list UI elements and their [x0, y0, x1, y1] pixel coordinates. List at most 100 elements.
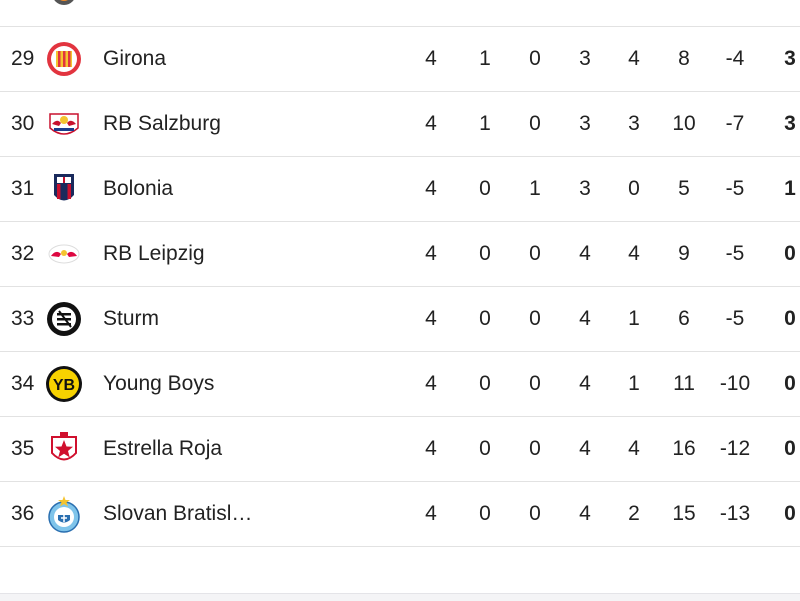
- points: 3: [784, 112, 796, 135]
- table-row[interactable]: 34 YB Young Boys 4 0 0 4 1 11 -10 0: [0, 352, 800, 417]
- drawn: 0: [529, 502, 541, 525]
- goals-for: 3: [628, 112, 640, 135]
- goal-difference: -5: [725, 242, 745, 265]
- young-boys-icon: YB: [44, 352, 84, 416]
- points: 0: [784, 307, 796, 330]
- won: 1: [479, 112, 491, 135]
- goals-against: 8: [678, 47, 690, 70]
- goals-against: 11: [673, 372, 695, 395]
- points: 1: [784, 177, 796, 200]
- drawn: 1: [529, 177, 541, 200]
- team-name[interactable]: Bolonia: [103, 177, 174, 200]
- table-row[interactable]: 31 Bolonia 4 0 1 3 0 5 -5 1: [0, 157, 800, 222]
- played: 4: [425, 112, 437, 135]
- team-name[interactable]: RB Salzburg: [103, 112, 221, 135]
- team-name[interactable]: Slovan Bratisl…: [103, 502, 253, 525]
- goals-for: 4: [628, 47, 640, 70]
- goals-for: 0: [628, 177, 640, 200]
- goal-difference: -13: [719, 502, 751, 525]
- goals-against: 16: [672, 437, 696, 460]
- team-name[interactable]: Shakhtar: [103, 0, 403, 26]
- goal-difference: -7: [725, 112, 745, 135]
- drawn: 0: [529, 372, 541, 395]
- estrella-roja-icon: [44, 417, 84, 481]
- team-name[interactable]: RB Leipzig: [103, 242, 205, 265]
- played: 4: [425, 242, 437, 265]
- lost: 4: [579, 307, 591, 330]
- goal-difference: -5: [725, 307, 745, 330]
- goals-against: 15: [672, 502, 696, 525]
- table-row[interactable]: 35 Estrella Roja 4 0 0 4 4 16 -12 0: [0, 417, 800, 482]
- lost: 3: [579, 177, 591, 200]
- position: 34: [11, 372, 35, 395]
- goals-for: 4: [628, 437, 640, 460]
- position: 31: [11, 177, 35, 200]
- drawn: 0: [529, 47, 541, 70]
- standings-table: 28 Shakhtar 4 1 1 2 2 6 -5 4 29 Girona 4…: [0, 0, 800, 547]
- lost: 4: [579, 242, 591, 265]
- played: 4: [411, 0, 451, 26]
- table-row[interactable]: 36 Slovan Bratisl… 4 0 0 4 2 15 -13 0: [0, 482, 800, 547]
- goal-difference: -4: [725, 47, 745, 70]
- slovan-bratislava-icon: [44, 482, 84, 546]
- lost: 4: [579, 372, 591, 395]
- team-name[interactable]: Young Boys: [103, 372, 215, 395]
- won: 0: [479, 177, 491, 200]
- points: 4: [770, 0, 800, 26]
- position: 33: [11, 307, 35, 330]
- position: 32: [11, 242, 35, 265]
- won: 0: [479, 437, 491, 460]
- played: 4: [425, 372, 437, 395]
- played: 4: [425, 177, 437, 200]
- drawn: 1: [515, 0, 555, 26]
- points: 0: [784, 437, 796, 460]
- goals-against: 6: [664, 0, 704, 26]
- goals-for: 2: [614, 0, 654, 26]
- sturm-icon: [44, 287, 84, 351]
- svg-text:YB: YB: [53, 377, 75, 394]
- goal-difference: -5: [725, 177, 745, 200]
- goal-difference: -5: [715, 0, 755, 26]
- table-row[interactable]: 32 RB Leipzig 4 0 0 4 4 9 -5 0: [0, 222, 800, 287]
- table-row[interactable]: 29 Girona 4 1 0 3 4 8 -4 3: [0, 27, 800, 92]
- girona-icon: [44, 27, 84, 91]
- drawn: 0: [529, 307, 541, 330]
- goal-difference: -10: [719, 372, 751, 395]
- position: 35: [11, 437, 35, 460]
- points: 0: [784, 502, 796, 525]
- won: 0: [479, 242, 491, 265]
- team-name[interactable]: Sturm: [103, 307, 160, 330]
- lost: 2: [565, 0, 605, 26]
- points: 0: [784, 372, 796, 395]
- goals-for: 1: [628, 372, 640, 395]
- points: 0: [784, 242, 796, 265]
- drawn: 0: [529, 242, 541, 265]
- team-name[interactable]: Girona: [103, 47, 167, 70]
- goals-against: 6: [678, 307, 690, 330]
- rb-leipzig-icon: [44, 222, 84, 286]
- played: 4: [425, 47, 437, 70]
- position: 28: [11, 0, 41, 26]
- table-row[interactable]: 30 RB Salzburg 4 1 0 3 3 10 -7 3: [0, 92, 800, 157]
- played: 4: [425, 307, 437, 330]
- bolonia-icon: [44, 157, 84, 221]
- position: 36: [11, 502, 35, 525]
- goals-against: 10: [672, 112, 696, 135]
- position: 30: [11, 112, 35, 135]
- won: 0: [479, 372, 491, 395]
- shakhtar-icon: [44, 0, 84, 26]
- position: 29: [11, 47, 35, 70]
- drawn: 0: [529, 437, 541, 460]
- goals-against: 9: [678, 242, 690, 265]
- goals-for: 4: [628, 242, 640, 265]
- table-row[interactable]: 33 Sturm 4 0 0 4 1 6 -5 0: [0, 287, 800, 352]
- points: 3: [784, 47, 796, 70]
- goals-against: 5: [678, 177, 690, 200]
- team-name[interactable]: Estrella Roja: [103, 437, 223, 460]
- lost: 4: [579, 502, 591, 525]
- table-row[interactable]: 28 Shakhtar 4 1 1 2 2 6 -5 4: [0, 0, 800, 27]
- drawn: 0: [529, 112, 541, 135]
- played: 4: [425, 502, 437, 525]
- lost: 3: [579, 47, 591, 70]
- lost: 3: [579, 112, 591, 135]
